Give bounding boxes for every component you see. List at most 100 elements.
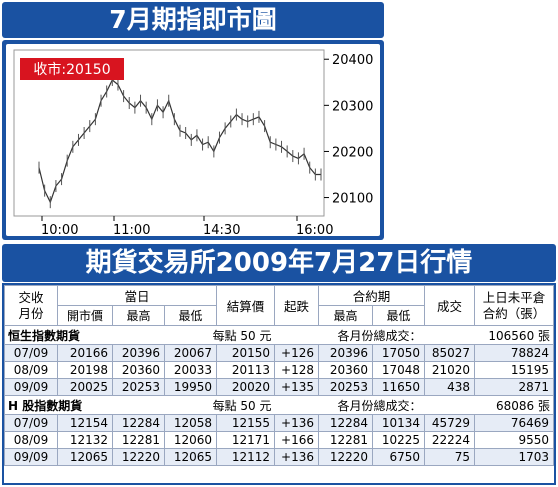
x-tick-label: 11:00	[113, 223, 150, 236]
section-unit: 每點 50 元	[164, 395, 275, 415]
table-cell: 12284	[112, 414, 165, 432]
header-open-interest-text: 上日未平倉合約（張）	[482, 289, 546, 321]
y-tick-label: 20200	[332, 145, 373, 160]
header-contract-month: 交收月份	[4, 285, 58, 326]
table-cell: 20033	[164, 361, 217, 379]
table-cell: 45729	[424, 414, 476, 432]
table-cell: 20396	[318, 344, 373, 362]
table-cell: +126	[274, 344, 319, 362]
table-cell: 12058	[164, 414, 217, 432]
chart-area: 20400 20300 20200 20100 10:00 11:00 14:30 16:00…	[6, 44, 380, 236]
table-cell: 2871	[474, 378, 555, 396]
table-cell: 21020	[424, 361, 476, 379]
header-open-interest: 上日未平倉合約（張）	[474, 285, 555, 326]
header-high: 最高	[112, 305, 165, 326]
table-cell: 15195	[474, 361, 555, 379]
table-cell: 08/09	[4, 361, 58, 379]
table-cell: 12220	[112, 448, 165, 466]
y-tick-label: 20100	[332, 192, 373, 207]
table-cell: 9550	[474, 431, 555, 449]
table-cell: 12060	[164, 431, 217, 449]
table-cell: 12284	[318, 414, 373, 432]
table-cell: 12281	[318, 431, 373, 449]
table-row: 08/09 12132 12281 12060 12171 +166 12281 10225 2…	[4, 431, 555, 449]
close-label-box	[20, 58, 124, 80]
table-row: 07/09 12154 12284 12058 12155 +136 12284 10134 4…	[4, 414, 555, 432]
table-cell: 12132	[57, 431, 113, 449]
header-low: 最低	[164, 305, 217, 326]
header-period-high: 最高	[318, 305, 373, 326]
table-cell: 12112	[216, 448, 275, 466]
table-cell: 20360	[318, 361, 373, 379]
header-change: 起跌	[274, 285, 319, 326]
table-cell: 12281	[112, 431, 165, 449]
table-title: 期貨交易所2009年7月27日行情	[2, 244, 556, 282]
table-cell: 10225	[371, 431, 426, 449]
header-contract-period: 合約期	[317, 285, 426, 306]
table-cell: 6750	[371, 448, 426, 466]
table-cell: 09/09	[4, 378, 58, 396]
table-cell: 07/09	[4, 414, 58, 432]
table-cell: 19950	[164, 378, 217, 396]
table-cell: 20067	[164, 344, 217, 362]
header-contract-month-text: 交收月份	[18, 289, 44, 321]
table-cell: 11650	[371, 378, 426, 396]
section-total-label: 各月份總成交：	[274, 395, 425, 415]
table-cell: 20113	[216, 361, 275, 379]
table-cell: 20253	[318, 378, 373, 396]
section-row: 恒生指數期貨 每點 50 元各月份總成交： 106560 張	[4, 325, 555, 345]
intraday-chart: 20400 20300 20200 20100 10:00 11:00 14:30 16:00…	[13, 49, 373, 236]
header-period-low: 最低	[371, 305, 426, 326]
table-cell: 20396	[112, 344, 165, 362]
table-cell: 12065	[57, 448, 113, 466]
table-cell: 17050	[371, 344, 426, 362]
section-name: 恒生指數期貨	[4, 325, 165, 345]
table-cell: 1703	[474, 448, 555, 466]
table-cell: 10134	[371, 414, 426, 432]
table-row: 09/09 12065 12220 12065 12112 +136 12220 6750 75…	[4, 448, 555, 466]
table-cell: 07/09	[4, 344, 58, 362]
section-unit: 每點 50 元	[164, 325, 275, 345]
y-tick-label: 20400	[332, 53, 373, 68]
table-cell: 20025	[57, 378, 113, 396]
table-cell: 78824	[474, 344, 555, 362]
table-row: 09/09 20025 20253 19950 20020 +135 20253 11650 4…	[4, 378, 555, 396]
table-cell: 12065	[164, 448, 217, 466]
table-cell: 12171	[216, 431, 275, 449]
futures-table: 交收月份 當日 結算價 起跌 合約期 成交 上日未平倉合約（張） 開市價 最高 …	[2, 283, 556, 485]
header-open: 開市價	[57, 305, 113, 326]
x-tick-label: 10:00	[41, 223, 78, 236]
section-total-label: 各月份總成交：	[274, 325, 425, 345]
table-cell: +135	[274, 378, 319, 396]
section-total: 106560 張	[424, 325, 555, 345]
table-cell: 20020	[216, 378, 275, 396]
table-cell: +166	[274, 431, 319, 449]
table-cell: 12155	[216, 414, 275, 432]
x-tick-label: 16:00	[296, 223, 333, 236]
table-cell: +128	[274, 361, 319, 379]
table-cell: 75	[424, 448, 476, 466]
section-name: H 股指數期貨	[4, 395, 165, 415]
y-tick-label: 20300	[332, 99, 373, 114]
header-volume: 成交	[424, 285, 476, 326]
table-cell: 85027	[424, 344, 476, 362]
section-total: 68086 張	[424, 395, 555, 415]
table-cell: 76469	[474, 414, 555, 432]
table-row: 07/09 20166 20396 20067 20150 +126 20396 17050 8…	[4, 344, 555, 362]
table-cell: 12220	[318, 448, 373, 466]
table-cell: 17048	[371, 361, 426, 379]
section-row: H 股指數期貨 每點 50 元各月份總成交： 68086 張	[4, 395, 555, 415]
table-cell: 20166	[57, 344, 113, 362]
table-cell: 438	[424, 378, 476, 396]
table-cell: 20150	[216, 344, 275, 362]
table-cell: +136	[274, 448, 319, 466]
chart-title: 7月期指即市圖	[2, 2, 384, 38]
table-row: 08/09 20198 20360 20033 20113 +128 20360 17048 2…	[4, 361, 555, 379]
table-cell: 22224	[424, 431, 476, 449]
x-tick-label: 14:30	[203, 223, 240, 236]
chart-panel: 20400 20300 20200 20100 10:00 11:00 14:30 16:00…	[2, 40, 384, 240]
table-cell: 20253	[112, 378, 165, 396]
table-cell: 20198	[57, 361, 113, 379]
table-cell: 08/09	[4, 431, 58, 449]
table-cell: +136	[274, 414, 319, 432]
